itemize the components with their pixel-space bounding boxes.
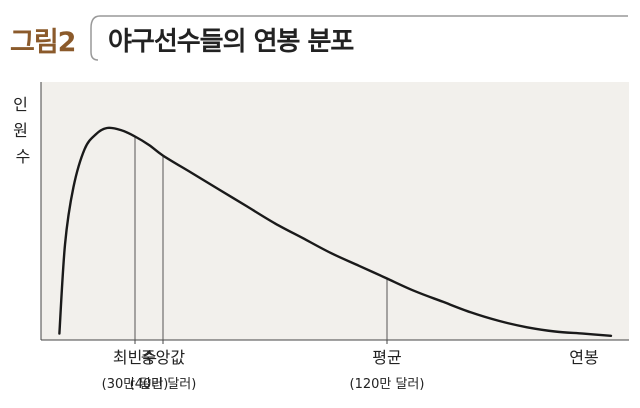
marker-name-2: 중앙값 xyxy=(141,348,185,367)
marker-value-1: (30만 달러) xyxy=(102,377,169,392)
y-axis-label: 인 원 수 xyxy=(13,95,33,166)
header-bracket xyxy=(90,15,101,61)
distribution-curve xyxy=(58,126,613,337)
figure-label: 그림2 xyxy=(10,27,76,58)
figure-header: 그림2 야구선수들의 연봉 분포 xyxy=(0,0,640,70)
plot-background xyxy=(41,82,629,340)
x-axis-label: 연봉 xyxy=(569,348,598,367)
marker-name-1: 최빈수 xyxy=(113,348,157,367)
marker-name-3: 평균 xyxy=(372,348,401,367)
figure-title: 야구선수들의 연봉 분포 xyxy=(108,27,354,57)
marker-value-2: (40만 달러) xyxy=(130,377,197,392)
marker-value-3: (120만 달러) xyxy=(350,377,425,392)
